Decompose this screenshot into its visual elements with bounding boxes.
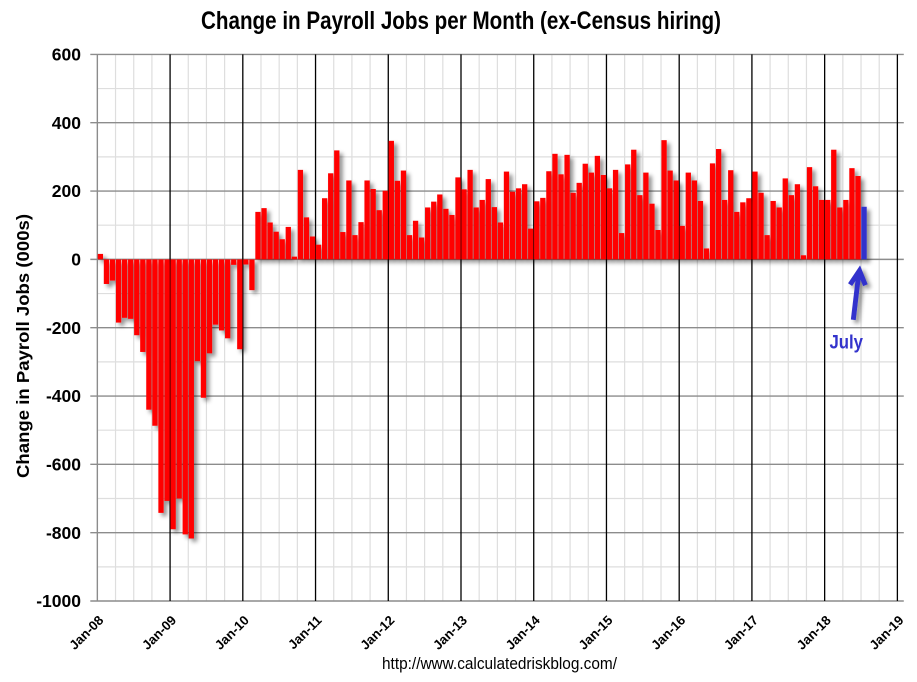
svg-text:-600: -600 bbox=[46, 455, 81, 475]
svg-text:Change in Payroll Jobs per Mon: Change in Payroll Jobs per Month (ex-Cen… bbox=[201, 7, 721, 35]
svg-text:-400: -400 bbox=[46, 386, 81, 406]
svg-text:July: July bbox=[830, 333, 864, 354]
svg-text:Change in Payroll Jobs (000s): Change in Payroll Jobs (000s) bbox=[13, 214, 33, 478]
svg-text:200: 200 bbox=[52, 181, 81, 201]
svg-text:-800: -800 bbox=[46, 523, 81, 543]
svg-text:-1000: -1000 bbox=[36, 591, 81, 611]
svg-text:400: 400 bbox=[52, 113, 81, 133]
svg-text:-200: -200 bbox=[46, 318, 81, 338]
svg-text:600: 600 bbox=[52, 45, 81, 65]
svg-text:http://www.calculatedriskblog.: http://www.calculatedriskblog.com/ bbox=[382, 654, 617, 673]
svg-text:0: 0 bbox=[71, 250, 81, 270]
